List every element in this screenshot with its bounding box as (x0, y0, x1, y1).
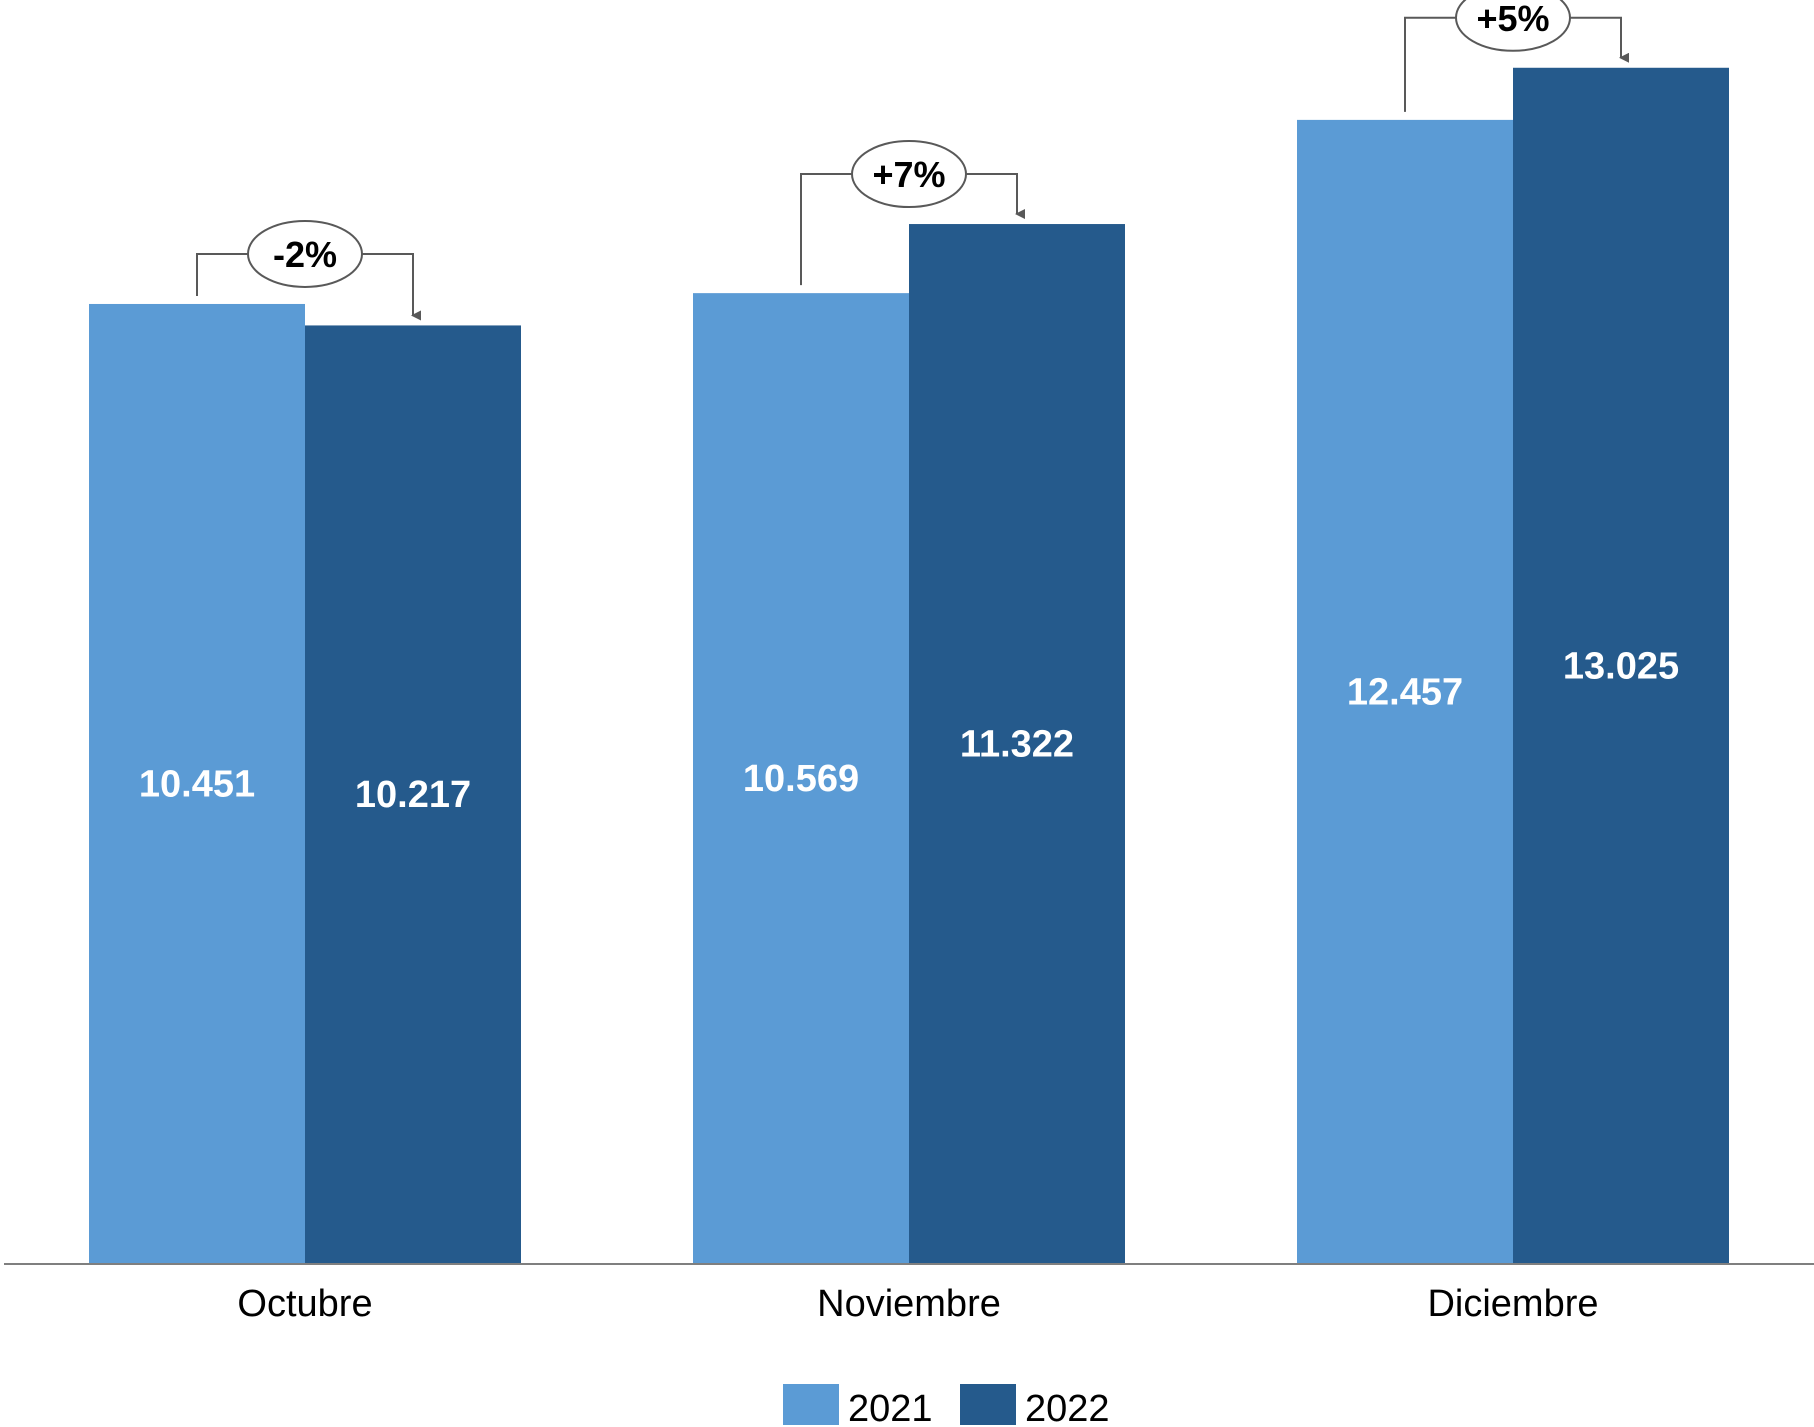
legend: 2021 2022 (783, 1384, 1110, 1427)
change-bubble-noviembre (851, 140, 967, 209)
change-bubble-octubre (247, 219, 363, 288)
change-bubble-diciembre (1455, 0, 1571, 52)
data-label-diciembre-2022: 13.025 (1563, 645, 1679, 687)
bar-octubre-2021 (89, 303, 305, 1264)
bars-layer (89, 67, 1729, 1264)
annotations-layer: -2% +7% +5% (196, 0, 1629, 321)
x-tick-label-diciembre: Diciembre (1427, 1283, 1598, 1325)
change-label-diciembre: +5% (1476, 0, 1549, 39)
x-tick-label-octubre: Octubre (237, 1283, 372, 1325)
bar-diciembre-2022 (1513, 67, 1729, 1264)
bar-noviembre-2021 (693, 293, 909, 1264)
data-label-noviembre-2021: 10.569 (743, 758, 859, 800)
data-labels-layer: 10.451 10.217 10.569 11.322 12.457 13.025 (139, 645, 1679, 816)
change-label-octubre: -2% (273, 234, 337, 275)
legend-swatch-2021 (783, 1384, 839, 1425)
legend-label-2022: 2022 (1025, 1388, 1110, 1427)
data-label-octubre-2022: 10.217 (355, 774, 471, 816)
bar-noviembre-2022 (909, 224, 1125, 1263)
bar-diciembre-2021 (1297, 119, 1513, 1263)
legend-label-2021: 2021 (848, 1388, 933, 1427)
change-label-noviembre: +7% (872, 154, 945, 195)
legend-swatch-2022 (960, 1384, 1016, 1425)
bar-octubre-2022 (305, 325, 521, 1263)
data-label-octubre-2021: 10.451 (139, 763, 255, 805)
x-tick-label-noviembre: Noviembre (817, 1283, 1001, 1325)
data-label-noviembre-2022: 11.322 (960, 724, 1074, 766)
data-label-diciembre-2021: 12.457 (1347, 671, 1463, 713)
x-axis-tick-labels: Octubre Noviembre Diciembre (237, 1283, 1598, 1325)
